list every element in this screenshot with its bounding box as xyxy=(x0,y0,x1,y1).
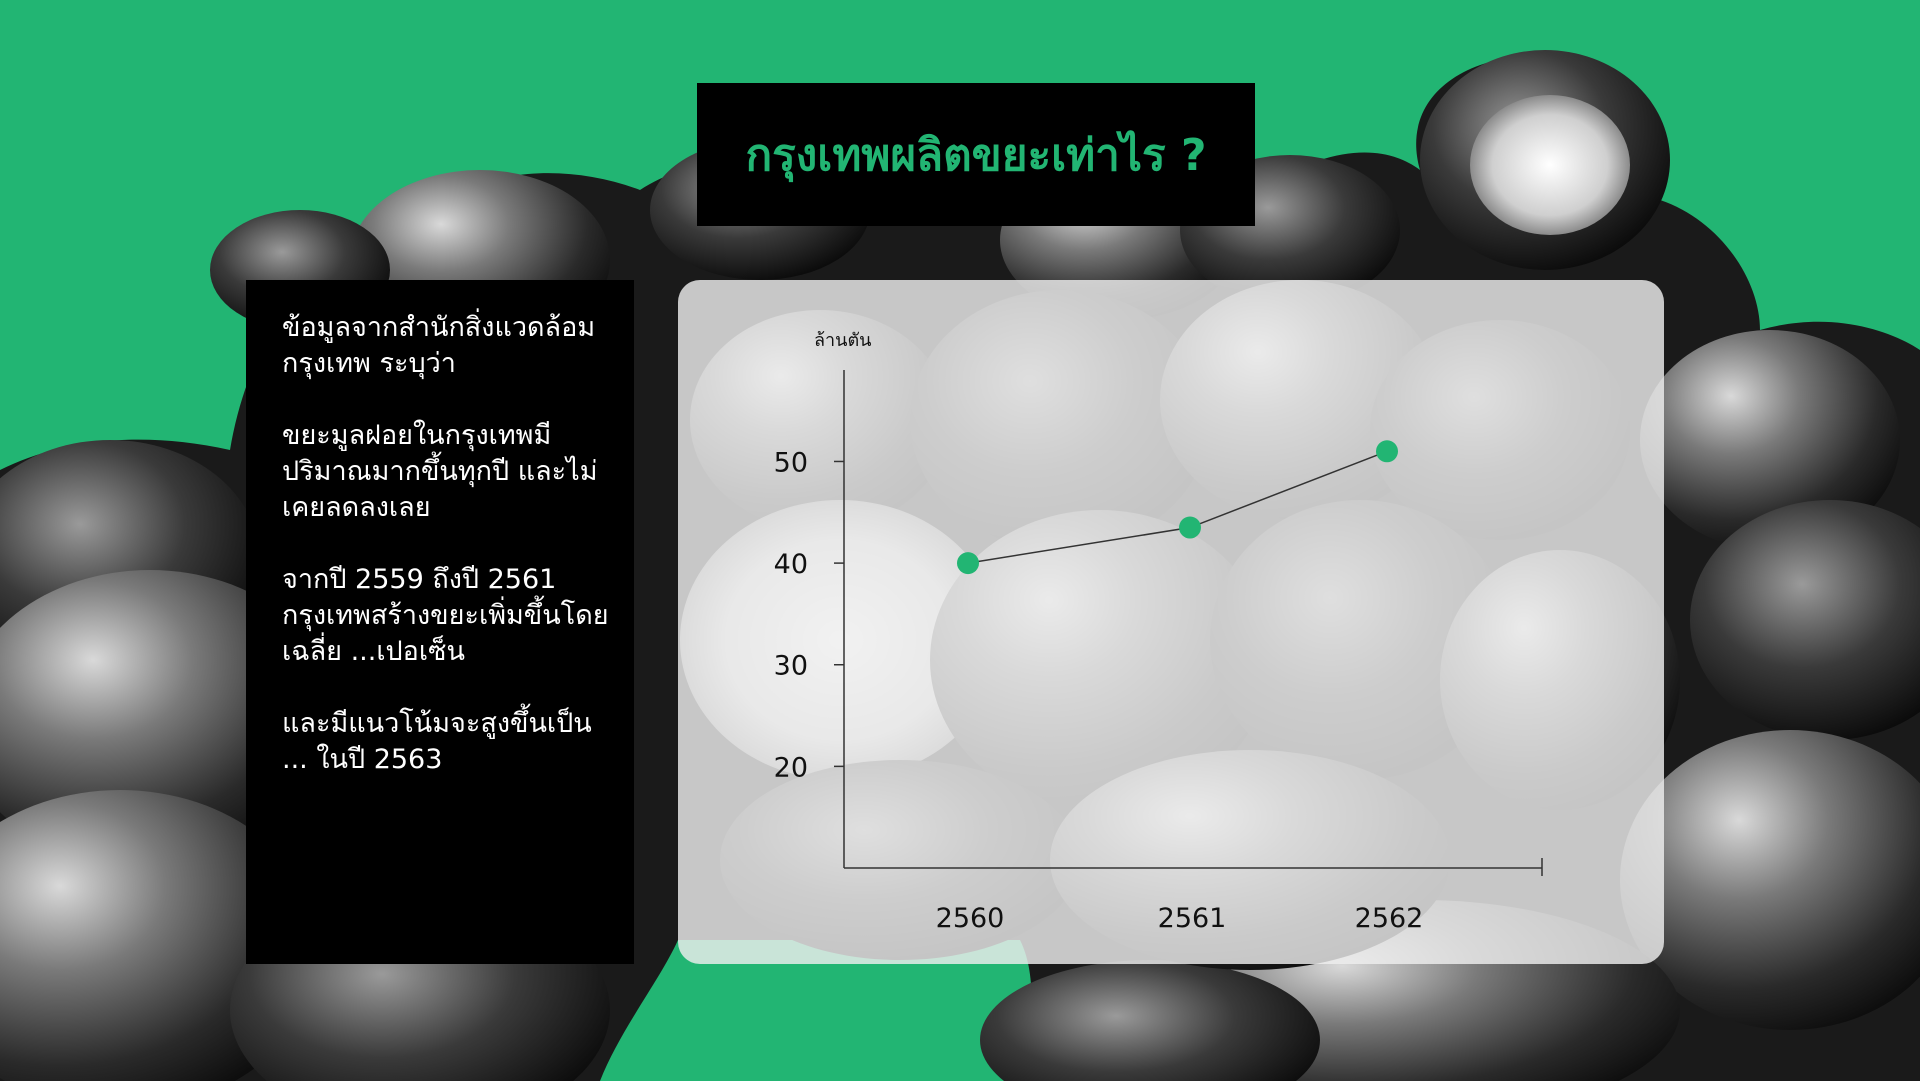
y-axis-unit-label: ล้านตัน xyxy=(814,330,871,351)
page-title: กรุงเทพผลิตขยะเท่าไร ? xyxy=(745,129,1207,181)
info-paragraph-source: ข้อมูลจากสำนักสิ่งแวดล้อมกรุงเทพ ระบุว่า xyxy=(282,312,596,379)
data-point-2562 xyxy=(1376,440,1398,463)
info-paragraph-forecast: และมีแนวโน้มจะสูงขึ้นเป็น ... ในปี 2563 xyxy=(282,708,592,775)
series-line xyxy=(967,450,1388,564)
chart-panel: ล้านตัน 20 30 40 50 2560 2561 2562 xyxy=(678,280,1664,964)
line-chart: ล้านตัน 20 30 40 50 2560 2561 2562 xyxy=(774,330,1543,934)
info-paragraph-growth: จากปี 2559 ถึงปี 2561 กรุงเทพสร้างขยะเพิ… xyxy=(282,564,609,667)
data-point-2560 xyxy=(957,552,979,575)
info-text-panel: ข้อมูลจากสำนักสิ่งแวดล้อมกรุงเทพ ระบุว่า… xyxy=(246,280,634,964)
y-tick-label-50: 50 xyxy=(774,447,808,478)
x-tick-label-2560: 2560 xyxy=(936,903,1005,934)
data-point-2561 xyxy=(1179,516,1201,539)
info-paragraph-trend: ขยะมูลฝอยในกรุงเทพมีปริมาณมากขึ้นทุกปี แ… xyxy=(282,420,598,523)
y-tick-label-30: 30 xyxy=(774,651,808,682)
x-tick-label-2561: 2561 xyxy=(1158,903,1227,934)
x-tick-label-2562: 2562 xyxy=(1355,903,1424,934)
y-tick-label-40: 40 xyxy=(774,549,808,580)
title-banner: กรุงเทพผลิตขยะเท่าไร ? xyxy=(697,83,1255,226)
y-tick-label-20: 20 xyxy=(774,752,808,783)
